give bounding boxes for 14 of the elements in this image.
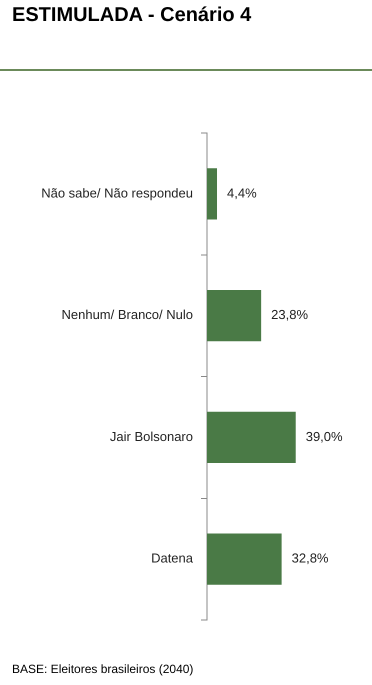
text: BASE: Eleitores brasileiros (2040) <box>12 662 194 676</box>
data-label: 23,8% <box>271 307 308 322</box>
bar <box>207 290 262 342</box>
y-tick-label: Nenhum/ Branco/ Nulo <box>61 307 193 322</box>
data-label: 32,8% <box>292 550 329 566</box>
chart-title: ESTIMULADA - Cenário 4 <box>12 4 252 27</box>
bar <box>207 534 282 585</box>
data-label: 39,0% <box>306 428 344 444</box>
y-tick-label: Datena <box>151 550 194 566</box>
y-tick-label: Jair Bolsonaro <box>110 428 193 444</box>
bar <box>207 168 218 220</box>
data-label: 4,4% <box>227 185 258 200</box>
y-tick-label: Não sabe/ Não respondeu <box>41 185 193 200</box>
bar <box>207 412 296 463</box>
